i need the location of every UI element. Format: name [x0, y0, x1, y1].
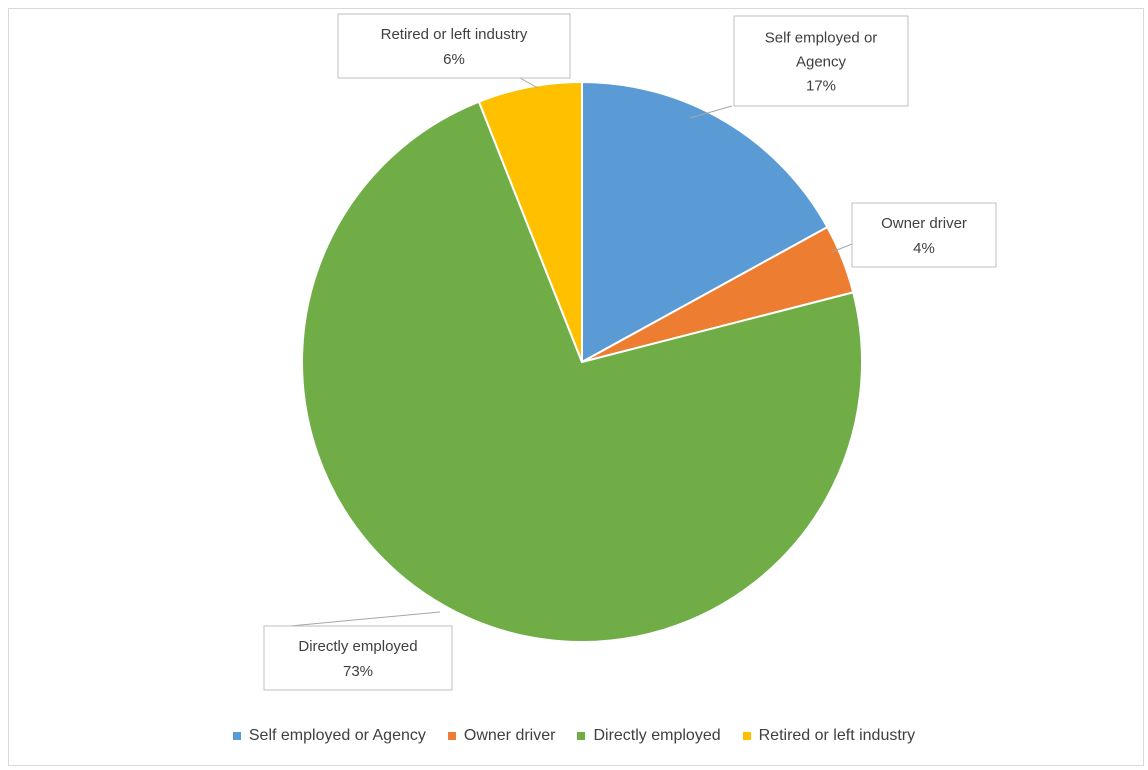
- data-label-directly-employed[interactable]: Directly employed 73%: [263, 625, 453, 691]
- data-label-category: Owner driver: [881, 215, 967, 232]
- legend-item-owner-driver[interactable]: Owner driver: [447, 727, 556, 745]
- data-label-owner-driver[interactable]: Owner driver 4%: [851, 202, 997, 268]
- data-label-value: 73%: [343, 663, 373, 680]
- legend-swatch: [742, 732, 751, 740]
- pie-slice-retired[interactable]: [477, 80, 583, 363]
- legend-label: Owner driver: [463, 727, 556, 744]
- data-labels: Self employed or Agency 17% Owner driver 4% D…: [263, 13, 997, 691]
- data-label-value: 4%: [913, 240, 935, 257]
- legend-label: Self employed or Agency: [248, 727, 426, 744]
- legend-item-retired[interactable]: Retired or left industry: [742, 727, 916, 745]
- data-label-box: [337, 13, 571, 79]
- legend-label: Directly employed: [593, 727, 721, 744]
- leader-line: [289, 611, 441, 627]
- data-label-category: Retired or left industry: [381, 26, 528, 43]
- legend-label: Retired or left industry: [758, 727, 916, 744]
- data-label-category: Self employed or: [765, 29, 878, 46]
- data-label-retired[interactable]: Retired or left industry 6%: [337, 13, 571, 79]
- legend-swatch: [232, 732, 241, 740]
- legend-swatch: [447, 732, 456, 740]
- pie-slice-directly-employed[interactable]: [301, 100, 863, 643]
- data-label-self-employed[interactable]: Self employed or Agency 17%: [733, 15, 909, 107]
- data-label-value: 17%: [806, 77, 836, 94]
- legend-swatch: [577, 732, 586, 740]
- data-label-category: Agency: [796, 53, 847, 70]
- pie-slice-self-employed[interactable]: [581, 80, 829, 364]
- data-label-box: [851, 202, 997, 268]
- leader-line: [831, 243, 853, 253]
- pie-slices: [301, 80, 863, 643]
- leader-lines: [289, 77, 853, 627]
- data-label-box: [263, 625, 453, 691]
- leader-line: [689, 105, 733, 119]
- data-label-value: 6%: [443, 51, 465, 68]
- leader-line: [519, 77, 539, 89]
- legend-item-self-employed[interactable]: Self employed or Agency: [232, 727, 426, 745]
- legend: Self employed or Agency Owner driver Dir…: [0, 727, 1148, 745]
- data-label-box: [733, 15, 909, 107]
- data-label-category: Directly employed: [298, 638, 417, 655]
- legend-item-directly-employed[interactable]: Directly employed: [577, 727, 721, 745]
